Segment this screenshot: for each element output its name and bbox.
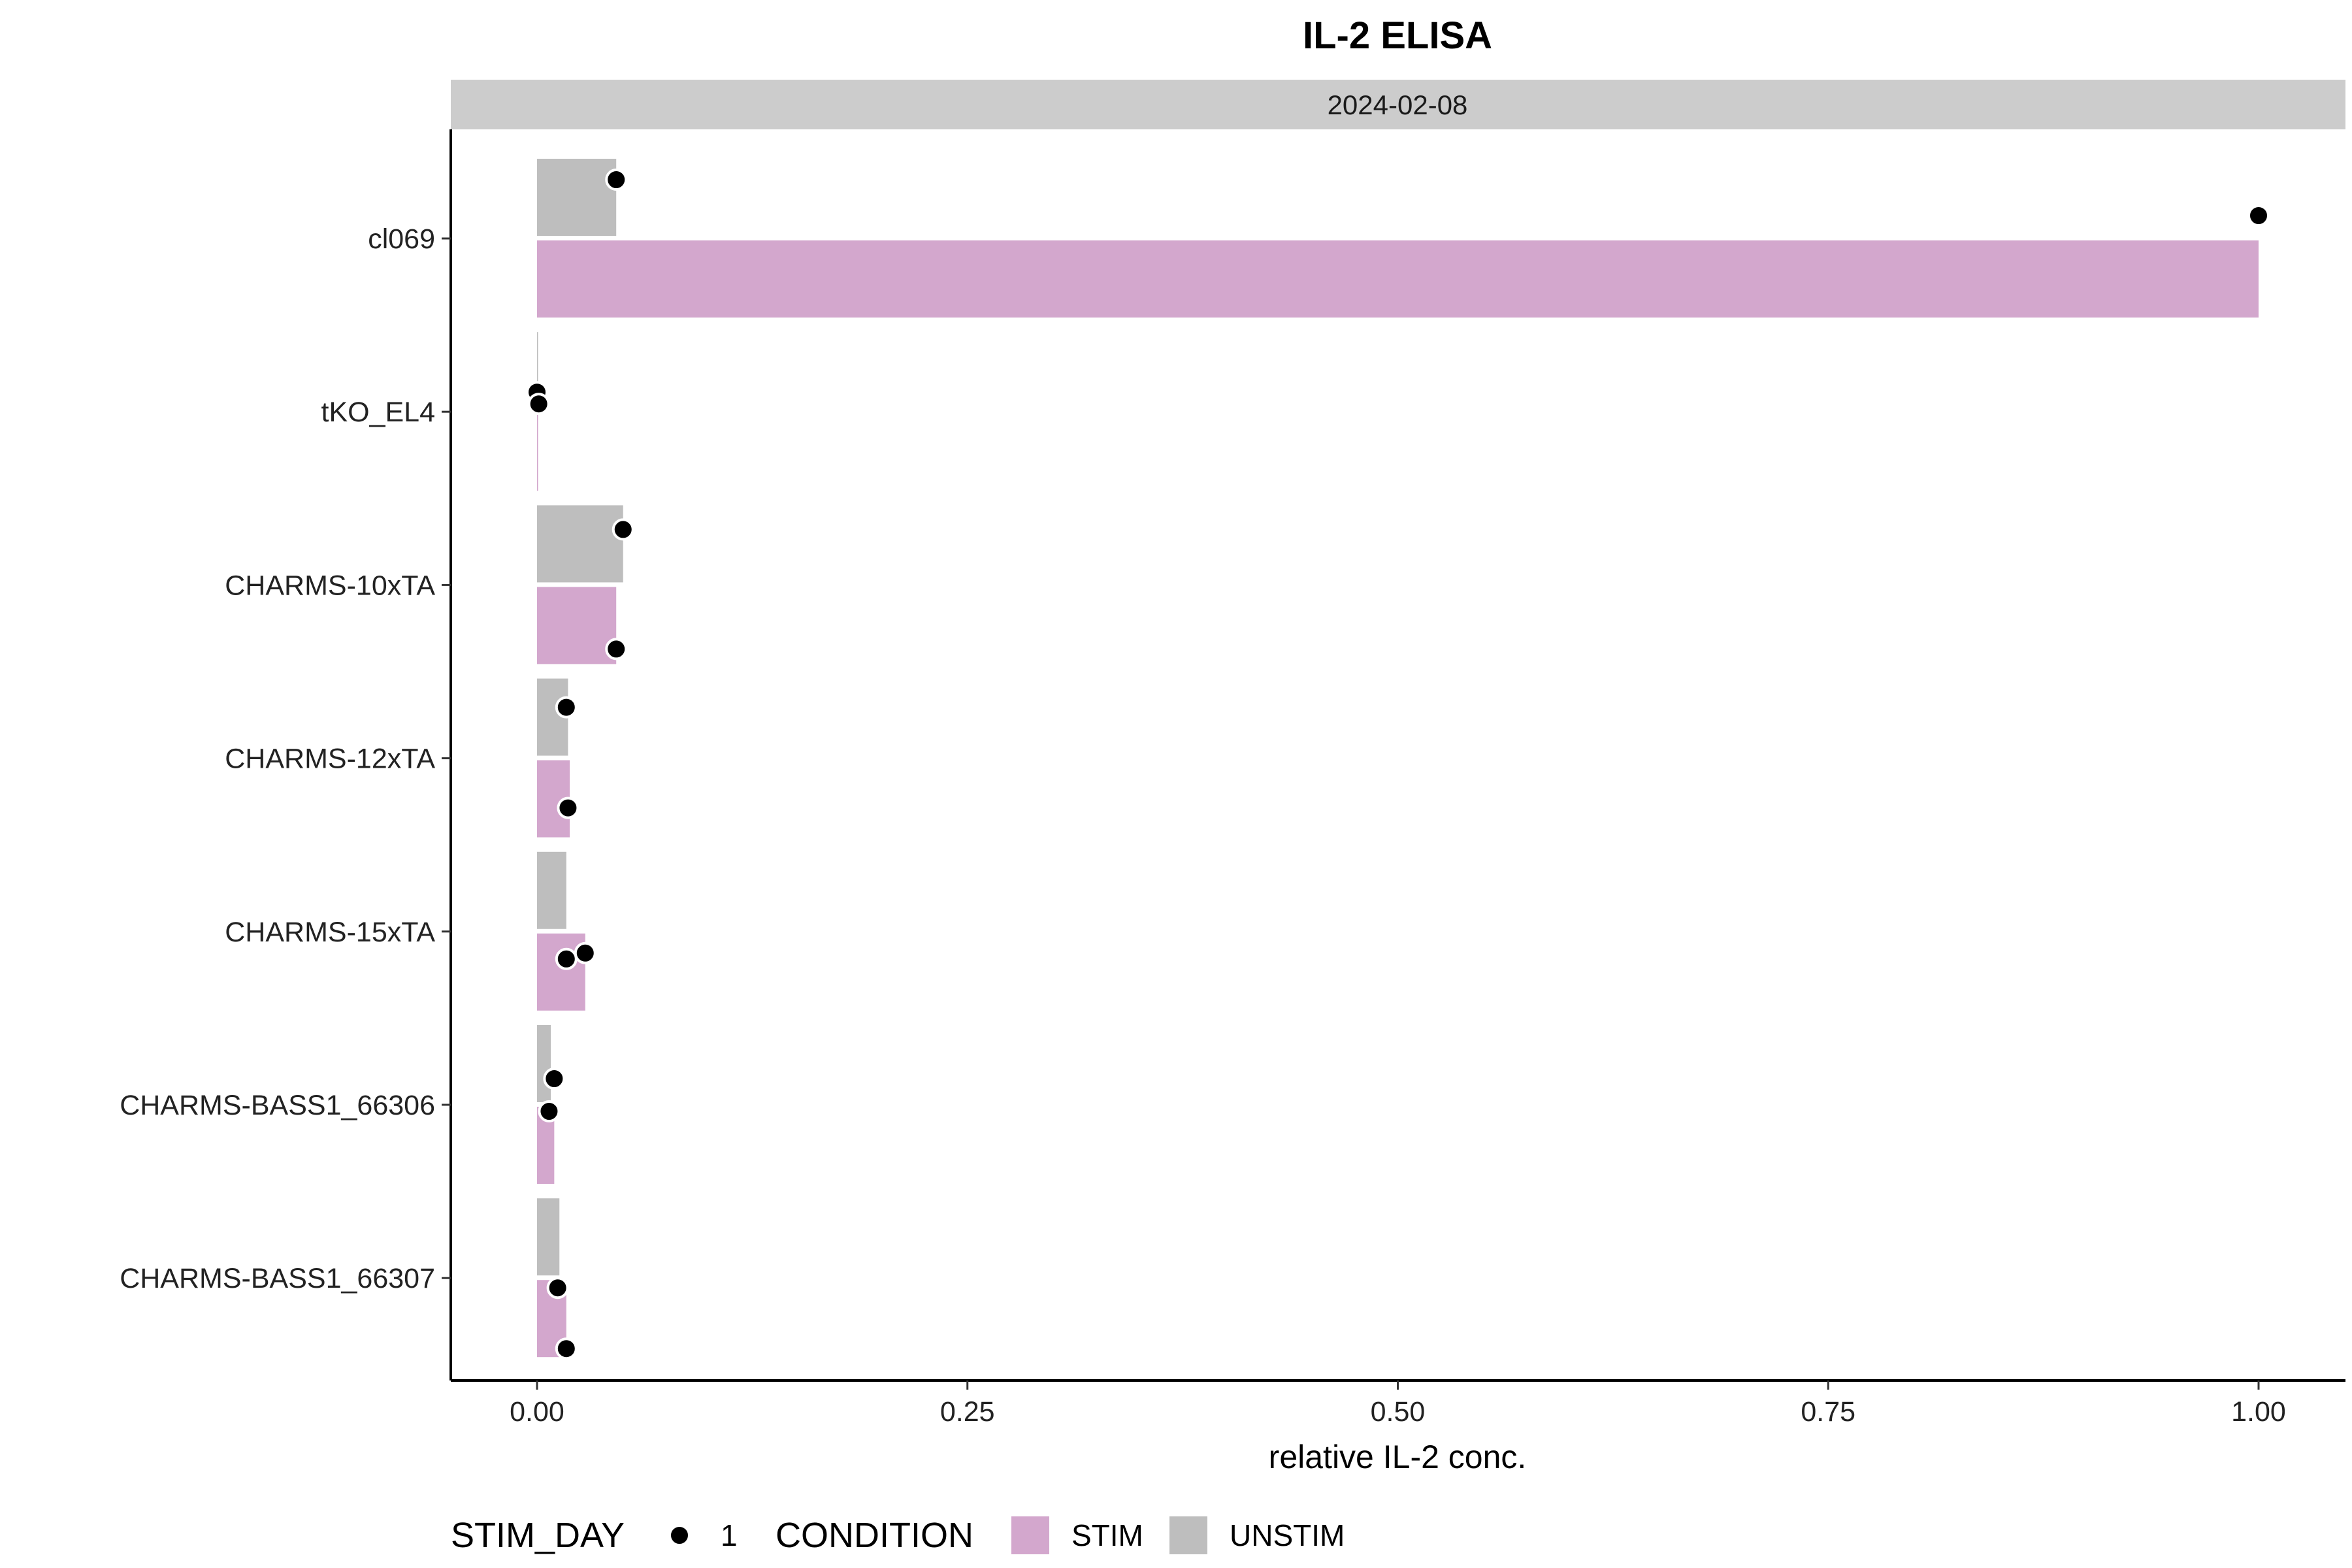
y-tick-label: CHARMS-10xTA bbox=[225, 570, 435, 601]
point-charms-bass1-66306-stim bbox=[538, 1100, 561, 1122]
bar-charms-15xta-unstim bbox=[537, 851, 566, 929]
y-tick-label: cl069 bbox=[368, 223, 435, 255]
x-tick-label: 0.50 bbox=[1371, 1396, 1426, 1428]
bars-layer bbox=[537, 159, 2259, 1358]
bar-charms-bass1-66306-unstim bbox=[537, 1025, 551, 1102]
point-charms-bass1-66306-unstim bbox=[543, 1068, 566, 1090]
facet-strip-background bbox=[451, 80, 2345, 129]
legend-title-stim-day: STIM_DAY bbox=[451, 1516, 625, 1555]
legend-title-condition: CONDITION bbox=[776, 1516, 973, 1555]
x-tick-label: 0.75 bbox=[1801, 1396, 1855, 1428]
point-charms-15xta-stim bbox=[555, 947, 578, 970]
point-charms-15xta-stim bbox=[574, 941, 596, 964]
point-cl069-unstim bbox=[605, 169, 628, 191]
y-tick-label: CHARMS-12xTA bbox=[225, 743, 435, 775]
legend-label-stim: STIM bbox=[1071, 1518, 1143, 1552]
facet-strip-label: 2024-02-08 bbox=[1328, 90, 1468, 120]
point-charms-10xta-unstim bbox=[612, 518, 634, 541]
y-tick-label: CHARMS-BASS1_66307 bbox=[120, 1263, 435, 1294]
y-tick-label: CHARMS-15xTA bbox=[225, 917, 435, 948]
x-axis-title: relative IL-2 conc. bbox=[1269, 1439, 1527, 1475]
chart-title: IL-2 ELISA bbox=[1303, 14, 1492, 57]
legend-key-stim bbox=[1011, 1516, 1049, 1554]
bar-cl069-stim bbox=[537, 240, 2259, 318]
axes-layer: 0.00 0.25 0.50 0.75 1.00 cl069 tKO_EL4 CHARMS-1… bbox=[120, 129, 2345, 1428]
x-tick-label: 0.25 bbox=[940, 1396, 995, 1428]
point-charms-bass1-66307-unstim bbox=[546, 1277, 569, 1299]
facet-strip: 2024-02-08 bbox=[451, 80, 2345, 129]
y-tick-label: CHARMS-BASS1_66306 bbox=[120, 1090, 435, 1121]
legend-label-unstim: UNSTIM bbox=[1230, 1518, 1345, 1552]
legend-label-stim-day: 1 bbox=[721, 1518, 738, 1552]
point-charms-12xta-unstim bbox=[555, 696, 578, 719]
bar-cl069-unstim bbox=[537, 159, 617, 236]
point-charms-12xta-stim bbox=[557, 796, 580, 819]
bar-charms-10xta-unstim bbox=[537, 505, 623, 583]
legend-key-unstim bbox=[1169, 1516, 1207, 1554]
point-tko-el4-stim bbox=[527, 393, 550, 416]
point-cl069-stim bbox=[2247, 204, 2270, 227]
bar-charms-bass1-66307-unstim bbox=[537, 1198, 560, 1276]
x-tick-label: 0.00 bbox=[510, 1396, 564, 1428]
bar-tko-el4-unstim bbox=[537, 332, 538, 410]
bar-charms-10xta-stim bbox=[537, 587, 617, 664]
points-layer bbox=[526, 169, 2270, 1360]
y-tick-label: tKO_EL4 bbox=[321, 397, 436, 428]
bar-tko-el4-stim bbox=[537, 414, 538, 491]
x-tick-label: 1.00 bbox=[2231, 1396, 2286, 1428]
legend: STIM_DAY 1 CONDITION STIM UNSTIM bbox=[451, 1516, 1345, 1555]
point-charms-10xta-stim bbox=[605, 638, 628, 661]
legend-key-stim-day bbox=[668, 1524, 691, 1546]
point-charms-bass1-66307-stim bbox=[555, 1337, 578, 1360]
